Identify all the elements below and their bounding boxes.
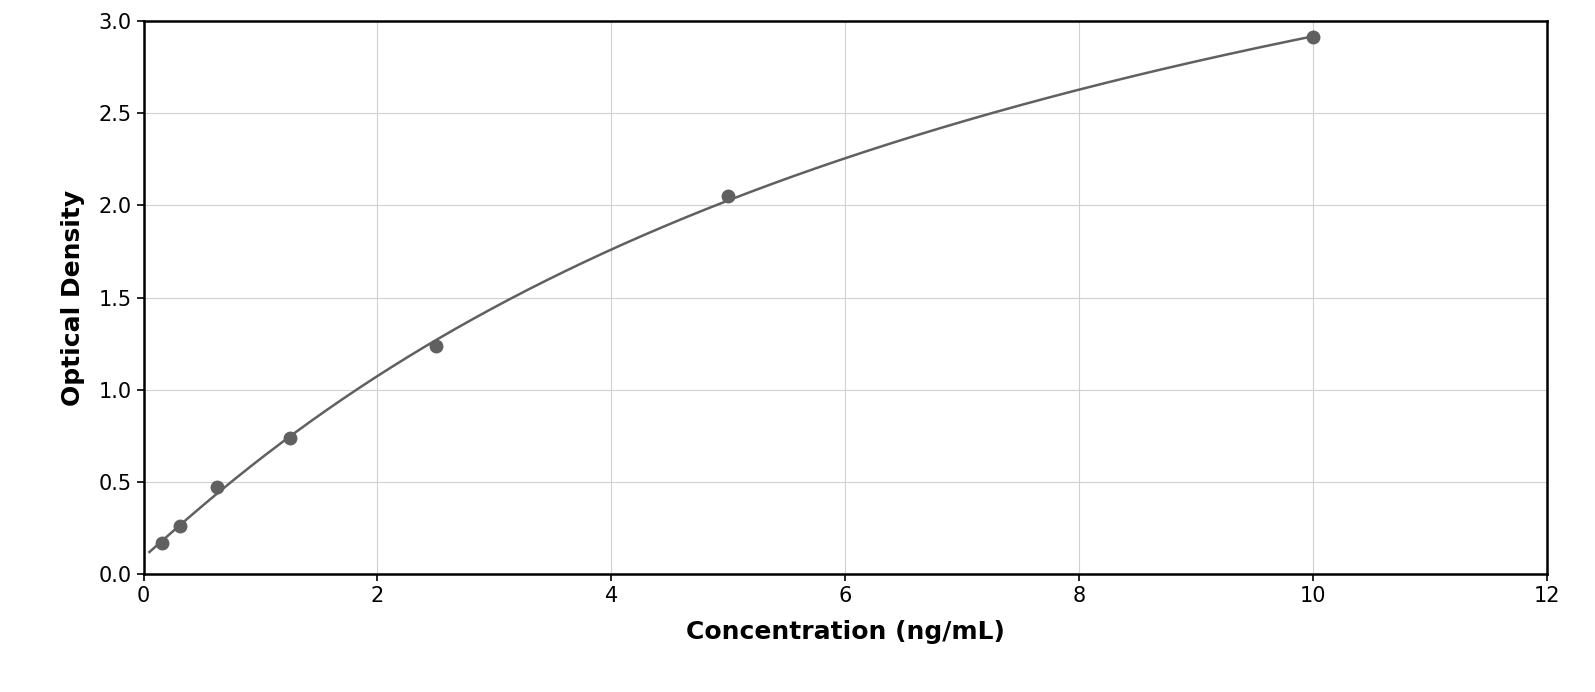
Y-axis label: Optical Density: Optical Density [61, 190, 85, 406]
X-axis label: Concentration (ng/mL): Concentration (ng/mL) [686, 620, 1005, 644]
